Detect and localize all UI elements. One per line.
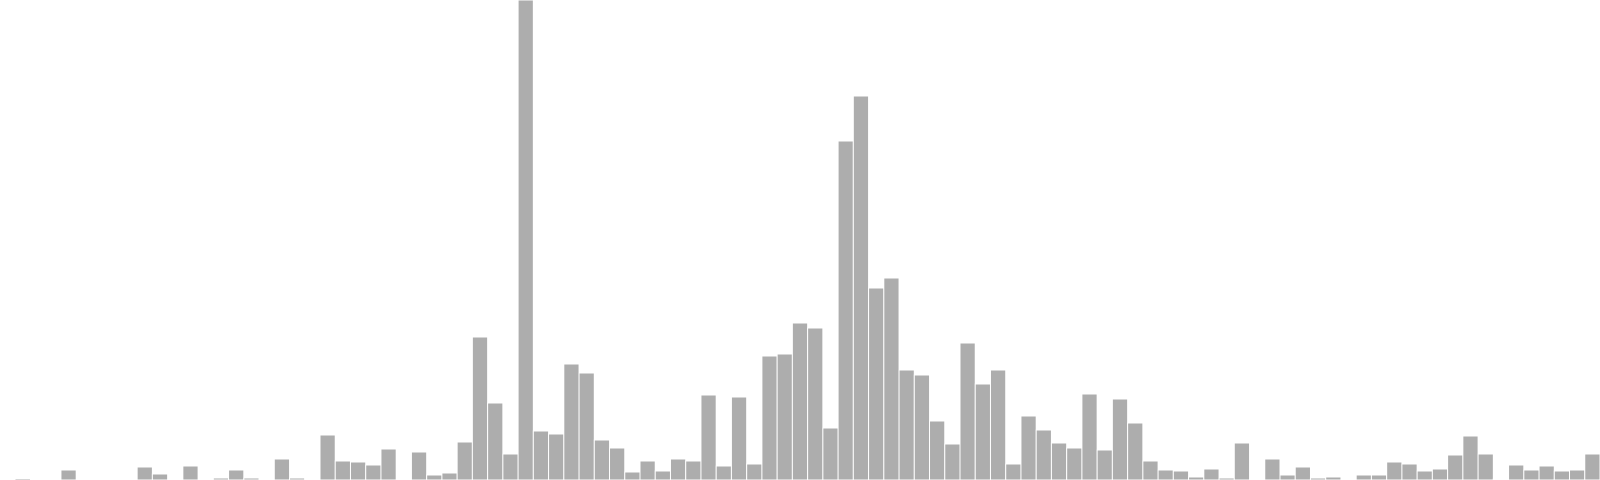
bar-73 [1112,399,1127,480]
bar-37 [564,364,579,480]
bar-62 [945,444,960,480]
bar-52 [792,323,807,480]
bar-104 [1585,454,1600,480]
bar-79 [1204,469,1219,480]
bar-103 [1570,470,1585,480]
bar-61 [930,421,945,480]
bar-10 [152,474,167,480]
bar-76 [1158,470,1173,480]
bar-41 [625,472,640,480]
bars-group [15,0,1600,480]
bar-47 [716,466,731,480]
bar-68 [1036,430,1051,480]
bar-85 [1295,467,1310,480]
bar-100 [1524,470,1539,480]
bar-24 [366,465,381,480]
bar-57 [869,288,884,480]
bar-89 [1356,475,1371,480]
bar-53 [808,328,823,480]
bar-95 [1448,455,1463,480]
bar-72 [1097,450,1112,480]
bar-45 [686,461,701,480]
bar-18 [274,459,289,480]
bar-93 [1417,471,1432,480]
bar-34 [518,0,533,480]
bar-40 [610,448,625,480]
bar-59 [899,370,914,480]
bar-99 [1509,465,1524,480]
bar-92 [1402,464,1417,480]
bar-75 [1143,461,1158,480]
bar-32 [488,403,503,480]
bar-97 [1478,454,1493,480]
bar-27 [411,452,426,480]
bar-42 [640,461,655,480]
bar-51 [777,354,792,480]
bar-50 [762,356,777,480]
bar-39 [594,440,609,480]
bar-30 [457,442,472,480]
bar-69 [1051,443,1066,480]
bar-96 [1463,436,1478,480]
bar-46 [701,395,716,480]
bar-64 [975,384,990,480]
bar-12 [183,466,198,480]
bar-9 [137,467,152,480]
bar-29 [442,473,457,480]
bar-4 [61,470,76,480]
bar-84 [1280,475,1295,480]
bar-77 [1173,471,1188,480]
bar-60 [914,375,929,480]
bar-22 [335,461,350,480]
bar-58 [884,278,899,480]
bar-56 [853,96,868,480]
bar-23 [350,462,365,480]
bar-102 [1554,471,1569,480]
bar-83 [1265,459,1280,480]
bar-90 [1371,475,1386,480]
bar-31 [472,337,487,480]
bar-65 [990,370,1005,480]
bar-15 [229,470,244,480]
bar-28 [427,475,442,480]
bar-71 [1082,394,1097,480]
bar-74 [1128,423,1143,480]
bar-81 [1234,443,1249,480]
bar-70 [1067,448,1082,480]
bar-66 [1006,464,1021,480]
bar-94 [1432,469,1447,480]
bar-33 [503,454,518,480]
bar-49 [747,464,762,480]
bar-36 [549,434,564,480]
bar-35 [533,431,548,480]
bar-48 [731,397,746,480]
bar-67 [1021,416,1036,480]
bar-91 [1387,462,1402,480]
bar-21 [320,435,335,480]
bar-38 [579,373,594,480]
bar-55 [838,141,853,480]
bar-43 [655,471,670,480]
bar-44 [670,459,685,480]
bar-63 [960,343,975,480]
bar-25 [381,449,396,480]
bar-101 [1539,466,1554,480]
bar-54 [823,428,838,480]
